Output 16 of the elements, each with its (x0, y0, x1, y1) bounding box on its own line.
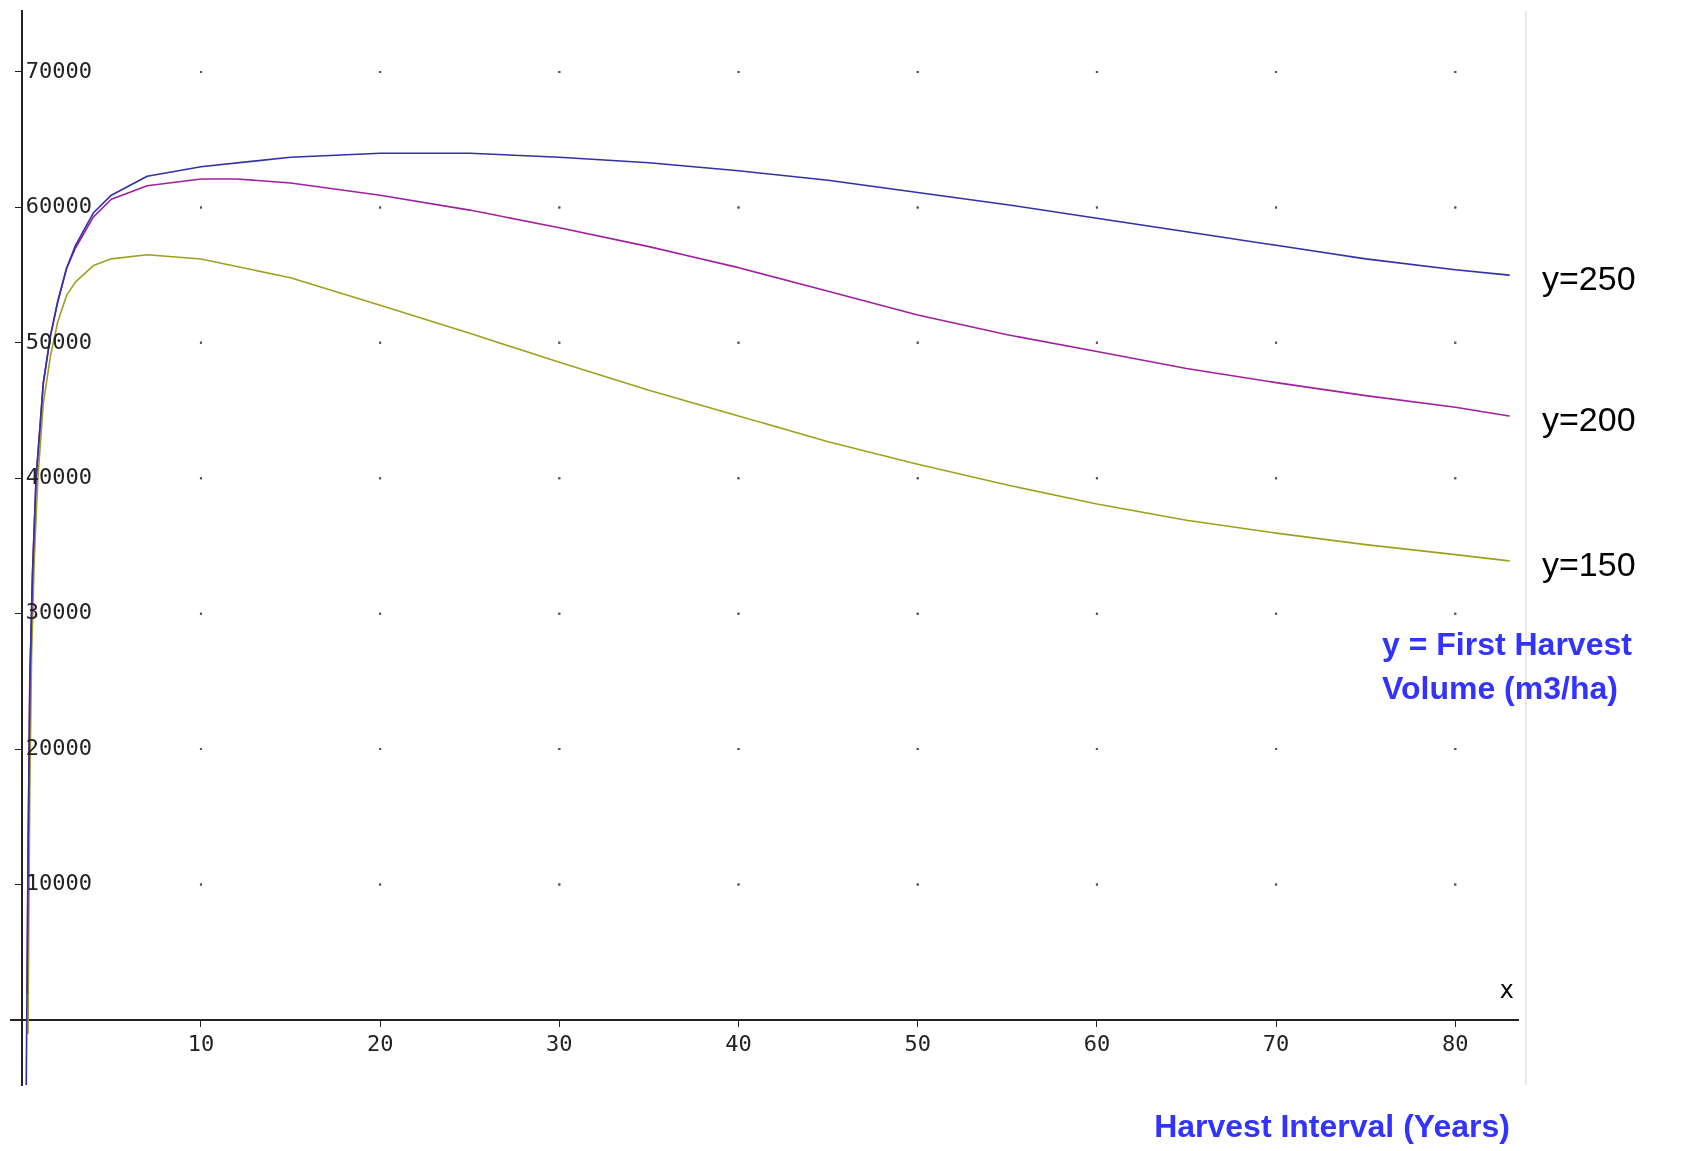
annotation: y = First Harvest Volume (m3/ha) (1382, 625, 1633, 706)
series-label: y=150 (1542, 545, 1636, 584)
x-tick-label: 80 (1442, 1030, 1469, 1056)
x-tick-label: 50 (904, 1030, 931, 1056)
x-tick-label: 10 (187, 1030, 215, 1056)
series-label: y=200 (1542, 400, 1636, 439)
series-label: y=250 (1542, 259, 1636, 298)
x-tick-label: 20 (366, 1030, 394, 1056)
x-axis-title: Harvest Interval (Years) (1154, 1107, 1510, 1144)
x-tick-label: 40 (725, 1030, 752, 1056)
y-tick-label: 60000 (25, 193, 92, 219)
x-tick-label: 30 (546, 1030, 573, 1056)
x-tick-label: 60 (1083, 1030, 1111, 1056)
annotation: x (1499, 976, 1514, 1005)
y-tick-label: 70000 (25, 57, 92, 83)
x-tick-label: 70 (1262, 1030, 1290, 1056)
